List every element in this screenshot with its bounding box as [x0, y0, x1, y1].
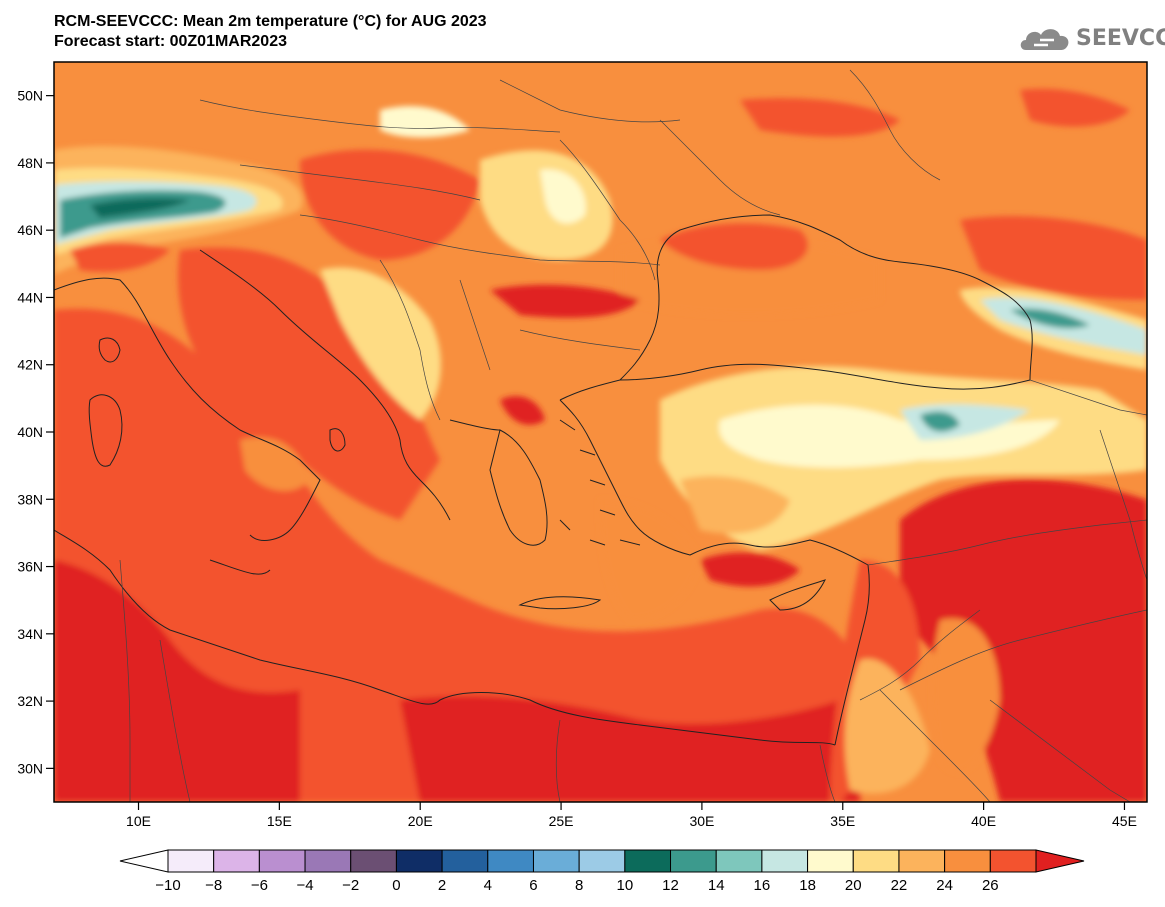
colorbar-tick-label: −4: [296, 877, 313, 894]
colorbar-tick-label: 4: [484, 877, 492, 894]
lon-tick-label: 35E: [830, 813, 855, 829]
seevccc-logo: SEEVCCC: [1018, 22, 1165, 54]
lat-tick-label: 36N: [17, 559, 43, 575]
colorbar-tick-label: 24: [936, 877, 953, 894]
colorbar-swatch: [989, 849, 1037, 873]
colorbar-swatch: [624, 849, 672, 873]
coastlines: [54, 214, 1033, 746]
lon-tick-label: 20E: [408, 813, 433, 829]
lat-tick-label: 34N: [17, 626, 43, 642]
colorbar-swatch: [532, 849, 580, 873]
colorbar-swatch: [578, 849, 626, 873]
latitude-axis: 30N 32N 34N 36N 38N 40N 42N 44N 46N 48N 50N: [17, 88, 54, 776]
colorbar-high-arrow: [1035, 849, 1085, 873]
colorbar-swatch: [852, 849, 900, 873]
colorbar-low-arrow: [119, 849, 169, 873]
colorbar-swatch: [487, 849, 534, 873]
lat-tick-label: 48N: [17, 155, 43, 171]
lat-tick-label: 32N: [17, 693, 43, 709]
title-line-2: Forecast start: 00Z01MAR2023: [54, 33, 287, 50]
temperature-colorbar: −10 −8 −6 −4 −2 0 2 4 6 8 10 12 14 16 18 20 22 24 26: [119, 849, 1085, 894]
colorbar-swatch: [395, 849, 443, 873]
colorbar-tick-label: −8: [205, 877, 222, 894]
colorbar-tick-label: −6: [251, 877, 268, 894]
colorbar-swatch: [761, 849, 809, 873]
colorbar-swatch: [258, 849, 306, 873]
colorbar-tick-label: 16: [754, 877, 771, 894]
logo-text: SEEVCCC: [1076, 25, 1165, 51]
colorbar-tick-label: 14: [708, 877, 725, 894]
lon-tick-label: 40E: [971, 813, 996, 829]
temperature-field: [54, 62, 1147, 802]
lat-tick-label: 38N: [17, 491, 43, 507]
colorbar-tick-label: 2: [438, 877, 446, 894]
lat-tick-label: 42N: [17, 357, 43, 373]
colorbar-tick-label: 6: [529, 877, 537, 894]
lat-tick-label: 44N: [17, 289, 43, 305]
colorbar-swatch: [350, 849, 397, 873]
colorbar-tick-label: −2: [342, 877, 359, 894]
cloud-icon: [1020, 29, 1069, 50]
colorbar-swatch: [167, 849, 215, 873]
colorbar-tick-label: 26: [982, 877, 999, 894]
lon-tick-label: 45E: [1112, 813, 1137, 829]
colorbar-tick-label: 20: [845, 877, 862, 894]
lat-tick-label: 46N: [17, 222, 43, 238]
colorbar-swatch: [944, 849, 991, 873]
lon-tick-label: 15E: [267, 813, 292, 829]
colorbar-swatch: [304, 849, 352, 873]
colorbar-tick-label: 12: [662, 877, 679, 894]
lat-tick-label: 50N: [17, 88, 43, 104]
colorbar-tick-label: 10: [616, 877, 633, 894]
colorbar-tick-label: 22: [891, 877, 908, 894]
colorbar-swatch: [213, 849, 260, 873]
longitude-axis: 10E 15E 20E 25E 30E 35E 40E 45E: [126, 802, 1137, 829]
map-title: RCM-SEEVCCC: Mean 2m temperature (°C) fo…: [54, 12, 487, 52]
lon-tick-label: 10E: [126, 813, 151, 829]
lat-tick-label: 40N: [17, 424, 43, 440]
colorbar-tick-label: 0: [392, 877, 400, 894]
colorbar-tick-label: −10: [155, 877, 180, 894]
colorbar-swatch: [715, 849, 763, 873]
colorbar-swatch: [441, 849, 489, 873]
colorbar-swatch: [898, 849, 946, 873]
colorbar-tick-label: 8: [575, 877, 583, 894]
lon-tick-label: 25E: [549, 813, 574, 829]
lon-tick-label: 30E: [689, 813, 714, 829]
colorbar-tick-label: 18: [799, 877, 816, 894]
colorbar-swatch: [670, 849, 717, 873]
country-borders: [119, 69, 1147, 802]
lat-tick-label: 30N: [17, 760, 43, 776]
colorbar-swatch: [807, 849, 854, 873]
title-line-1: RCM-SEEVCCC: Mean 2m temperature (°C) fo…: [54, 13, 487, 30]
